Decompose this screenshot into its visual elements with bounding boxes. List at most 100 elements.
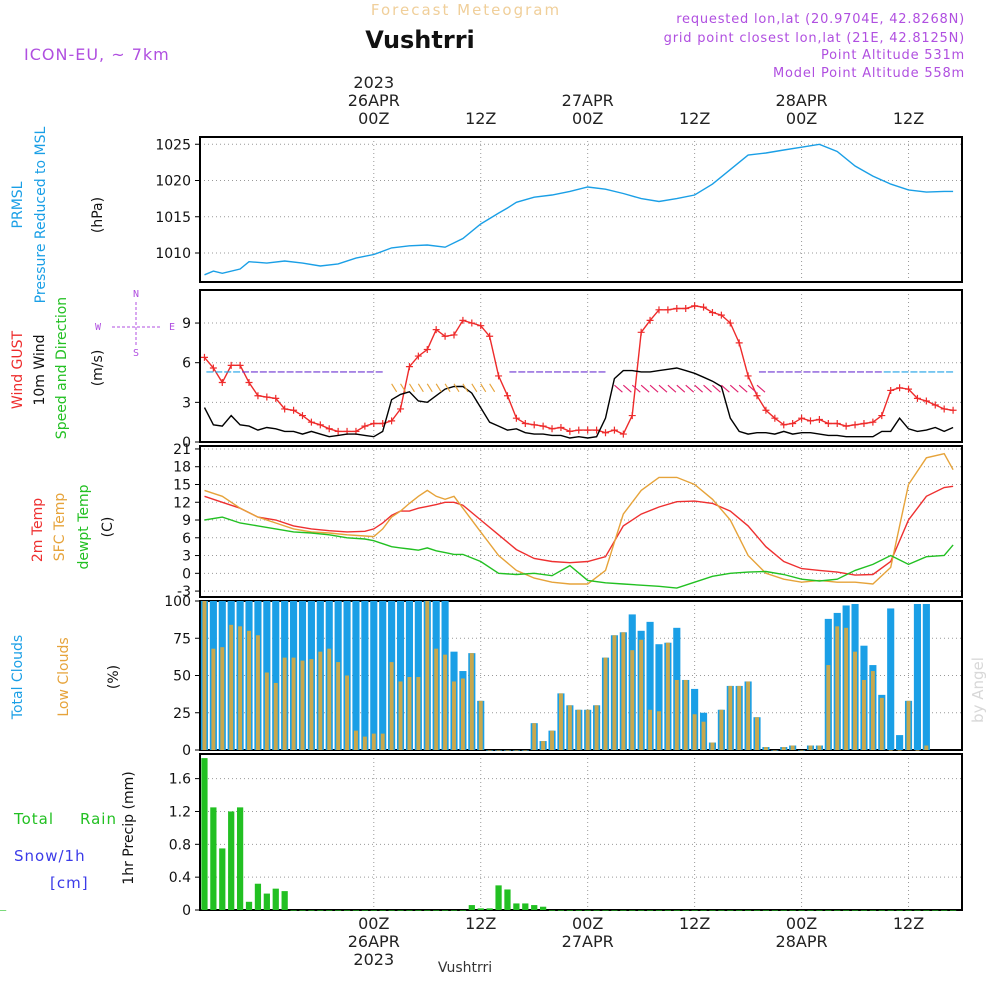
y-tick-label: 0 (182, 903, 191, 919)
low-cloud-bar (255, 635, 260, 750)
gust-marker (700, 303, 708, 311)
bottom-time-label: 27APR (562, 932, 614, 951)
rain-bar (807, 910, 814, 911)
rain-bar (219, 848, 226, 910)
series-line-wind-gust (203, 305, 954, 436)
y-tick-label: 1.6 (169, 772, 191, 788)
rain-bar (825, 910, 832, 911)
gust-marker (789, 419, 797, 427)
top-time-label: 28APR (776, 91, 828, 110)
wind-label-direction: Speed and Direction (54, 297, 70, 439)
low-cloud-bar (425, 601, 430, 750)
low-cloud-bar (282, 657, 287, 750)
panel-frame (199, 445, 963, 598)
rain-bar (513, 903, 520, 910)
low-cloud-bar (915, 750, 920, 751)
low-cloud-bar (737, 685, 742, 750)
rain-bar (495, 885, 502, 910)
gust-marker (851, 421, 859, 429)
gust-marker (771, 414, 779, 422)
gust-marker (539, 422, 547, 430)
low-cloud-bar (612, 635, 617, 750)
gust-marker (860, 419, 868, 427)
low-cloud-bar (772, 750, 777, 751)
gust-marker (931, 401, 939, 409)
rain-bar (691, 910, 698, 911)
y-tick-label: 0 (182, 566, 191, 582)
wind-arrow (462, 383, 469, 393)
low-cloud-bar (220, 647, 225, 750)
low-cloud-bar (452, 681, 456, 750)
low-cloud-bar (434, 648, 439, 750)
rain-bar (450, 910, 458, 911)
gust-marker (316, 421, 324, 429)
rain-bar (620, 910, 627, 911)
low-cloud-bar (238, 626, 243, 750)
point-altitude: Point Altitude 531m (821, 48, 965, 63)
y-tick-label: 15 (173, 477, 191, 493)
low-cloud-bar (728, 685, 733, 750)
rain-bar (629, 910, 636, 911)
rain-bar (709, 910, 716, 911)
wind-arrow (417, 383, 424, 393)
rain-bar (744, 910, 752, 911)
wind-arrow (729, 384, 739, 393)
low-cloud-bar (336, 662, 341, 750)
gust-marker (477, 322, 485, 330)
total-cloud-bar (361, 601, 369, 750)
gust-marker (735, 339, 743, 347)
rain-bar (941, 910, 948, 911)
y-tick-label: -3 (177, 584, 191, 600)
gust-marker (869, 418, 877, 426)
panel-frame (199, 136, 963, 283)
low-cloud-bar (443, 654, 448, 750)
svg-text:E: E (169, 322, 175, 333)
y-tick-label: 1015 (155, 210, 191, 226)
gust-marker (245, 379, 253, 387)
rain-bar (655, 910, 663, 911)
gust-marker (896, 384, 904, 392)
top-title: Forecast Meteogram (371, 1, 561, 19)
rain-bar (441, 910, 449, 911)
low-cloud-bar (657, 711, 661, 750)
gust-marker (887, 386, 895, 394)
low-cloud-bar (924, 745, 929, 750)
low-cloud-bar (879, 697, 884, 750)
total-cloud-bar (887, 608, 895, 750)
low-cloud-bar (300, 660, 305, 750)
bottom-time-label: 12Z (893, 914, 924, 933)
rain-bar (896, 910, 903, 911)
precip-label-snow: Snow/1h (14, 847, 86, 865)
rain-bar (548, 910, 556, 911)
low-cloud-bar (523, 750, 528, 751)
watermark: by Angel (969, 657, 987, 723)
gust-marker (370, 419, 378, 427)
rain-bar (834, 910, 841, 911)
wind-arrow (435, 383, 442, 393)
bottom-time-label: 00Z (358, 914, 389, 933)
rain-bar (299, 910, 306, 911)
gust-marker (940, 405, 948, 413)
wind-arrow (489, 383, 496, 393)
gust-marker (307, 418, 315, 426)
gust-marker (405, 363, 413, 371)
gust-marker (833, 419, 841, 427)
low-cloud-bar (550, 730, 554, 750)
y-tick-label: 3 (182, 395, 191, 411)
rain-bar (415, 910, 422, 911)
rain-bar (949, 910, 957, 911)
low-cloud-bar (532, 723, 537, 750)
bottom-time-label: 26APR (348, 932, 400, 951)
total-cloud-bar (655, 644, 663, 750)
gust-marker (209, 364, 217, 372)
footer-station: Vushtrri (438, 960, 492, 976)
gust-marker (218, 379, 226, 387)
y-tick-label: 0.4 (169, 870, 191, 886)
bottom-time-label: 12Z (465, 914, 496, 933)
y-tick-label: 6 (182, 356, 191, 372)
low-cloud-bar (558, 693, 563, 750)
svg-text:S: S (133, 348, 139, 359)
wind-arrow (444, 383, 451, 393)
rain-bar (379, 910, 386, 911)
panel-wind: 0 3 6 9 (182, 290, 963, 451)
